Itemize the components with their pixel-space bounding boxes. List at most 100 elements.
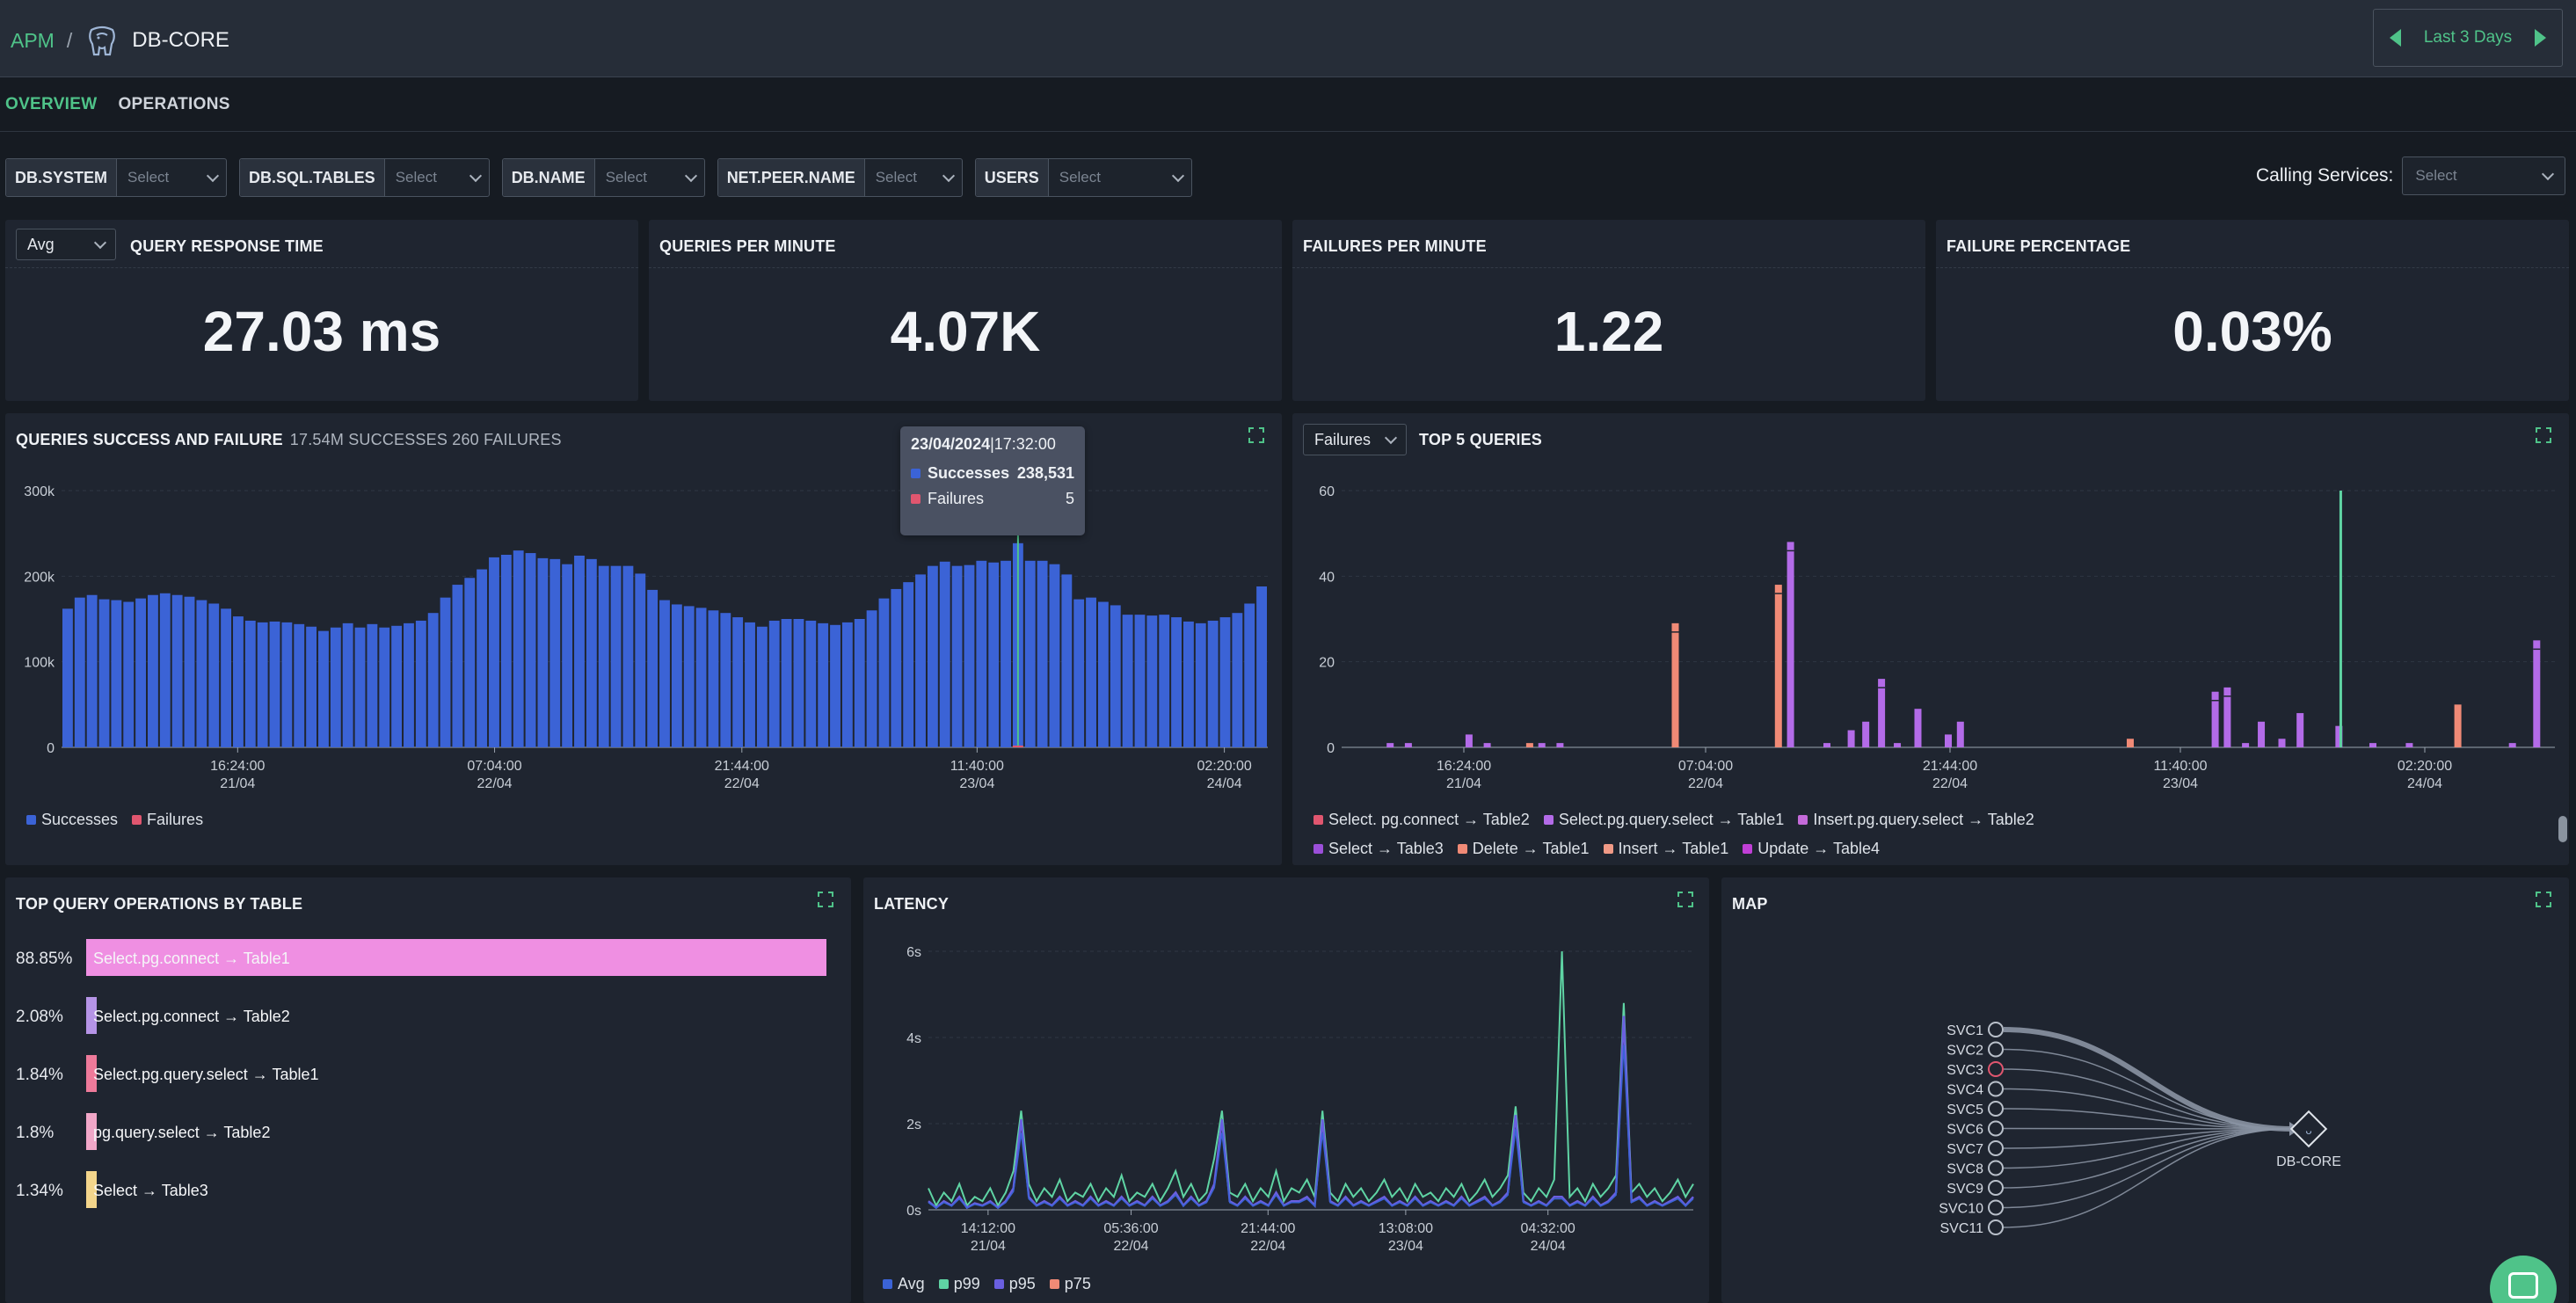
query-bar — [1786, 542, 1794, 747]
legend-item[interactable]: Select → Table3 — [1313, 840, 1444, 858]
row-label: Select → Table3 — [93, 1182, 208, 1199]
latency-chart[interactable]: 0s 2s 4s 6s 14:12:00 21/04 05:36:00 22/04 21:44:… — [863, 928, 1709, 1273]
legend-item-failures[interactable]: Failures — [132, 811, 203, 829]
postgres-elephant-icon — [89, 25, 116, 56]
success-bar — [976, 560, 987, 747]
legend-item[interactable]: Select. pg.connect → Table2 — [1313, 811, 1530, 829]
legend-item-avg[interactable]: Avg — [883, 1275, 925, 1293]
legend-label: Delete → Table1 — [1472, 840, 1590, 857]
service-edge — [2003, 1128, 2294, 1169]
y-tick-label: 100k — [24, 656, 55, 671]
legend-item[interactable]: Update → Table4 — [1743, 840, 1880, 858]
filter-label: DB.SQL.TABLES — [240, 159, 385, 196]
calling-services-select[interactable]: Select — [2402, 157, 2566, 195]
legend-label: Failures — [147, 811, 204, 828]
filter-select[interactable]: Select — [595, 159, 704, 196]
expand-icon[interactable] — [1248, 427, 1264, 443]
filter-net-peer-name[interactable]: NET.PEER.NAME Select — [717, 158, 963, 197]
filter-users[interactable]: USERS Select — [974, 158, 1192, 197]
time-range-picker[interactable]: Last 3 Days — [2373, 9, 2563, 67]
legend-swatch — [1798, 815, 1808, 825]
success-bar — [841, 622, 853, 747]
legend-item-p95[interactable]: p95 — [993, 1275, 1036, 1293]
expand-icon[interactable] — [818, 892, 833, 907]
query-bar — [2211, 691, 2219, 747]
legend-label: Select → Table3 — [1328, 840, 1444, 857]
filter-select[interactable]: Select — [385, 159, 489, 196]
success-bar — [257, 622, 268, 747]
legend-item-p99[interactable]: p99 — [938, 1275, 980, 1293]
filter-select[interactable]: Select — [1049, 159, 1191, 196]
breadcrumb-apm-link[interactable]: APM — [11, 28, 55, 52]
success-bar — [135, 598, 147, 747]
filter-label: DB.SYSTEM — [6, 159, 118, 196]
list-item[interactable]: 1.8% pg.query.select → Table2 — [5, 1113, 849, 1152]
list-item[interactable]: 1.34% Select → Table3 — [5, 1171, 849, 1210]
legend-item[interactable]: Delete → Table1 — [1457, 840, 1590, 858]
metric-select[interactable]: Failures — [1303, 424, 1407, 455]
kpi-value: 4.07K — [890, 300, 1041, 363]
success-bar — [720, 613, 731, 747]
time-range-label[interactable]: Last 3 Days — [2423, 28, 2513, 47]
legend-item-p75[interactable]: p75 — [1049, 1275, 1091, 1293]
legend-item-successes[interactable]: Successes — [26, 811, 118, 829]
kpi-queries-per-minute: QUERIES PER MINUTE 4.07K — [649, 220, 1282, 401]
expand-icon[interactable] — [2536, 427, 2551, 443]
tab-overview[interactable]: OVERVIEW — [5, 94, 98, 113]
tooltip-row-failures: Failures 5 — [911, 490, 1074, 508]
expand-icon[interactable] — [2536, 892, 2551, 907]
success-bar — [1086, 597, 1096, 747]
tab-operations[interactable]: OPERATIONS — [118, 94, 230, 113]
x-tick-label: 21/04 — [220, 776, 255, 791]
filter-bar: DB.SYSTEM Select DB.SQL.TABLES Select DB… — [5, 158, 1192, 197]
filter-select[interactable]: Select — [117, 159, 226, 196]
query-bar — [1556, 743, 1564, 747]
chat-launcher-button[interactable] — [2490, 1256, 2557, 1303]
legend-scrollbar[interactable] — [2558, 816, 2567, 842]
query-bar — [1404, 743, 1412, 747]
top-5-queries-chart[interactable]: 0 20 40 60 16:24:00 21/04 07:04:00 22/04 21:44:0… — [1292, 466, 2569, 809]
row-percentage: 2.08% — [16, 1008, 63, 1026]
expand-icon[interactable] — [1677, 892, 1693, 907]
success-bar — [683, 606, 695, 747]
next-range-icon[interactable] — [2534, 29, 2546, 47]
x-tick-label: 07:04:00 — [467, 759, 521, 774]
success-bar — [562, 564, 573, 747]
filter-db-name[interactable]: DB.NAME Select — [501, 158, 705, 197]
legend-item[interactable]: Select.pg.query.select → Table1 — [1543, 811, 1784, 829]
success-bar — [781, 619, 792, 747]
x-tick-label: 02:20:00 — [1197, 759, 1251, 774]
filter-select[interactable]: Select — [865, 159, 962, 196]
chevron-down-icon — [93, 236, 107, 249]
success-bar — [635, 573, 646, 747]
chat-icon[interactable] — [2508, 1272, 2538, 1299]
query-bar — [2296, 713, 2304, 747]
tooltip-header: 23/04/2024|17:32:00 — [911, 435, 1074, 454]
service-map[interactable]: SVC1 SVC2 SVC3 SVC4 SVC5 SVC6 SVC7 SVC8 SVC9 SVC1… — [1721, 921, 2569, 1299]
legend-item[interactable]: Insert → Table1 — [1603, 840, 1728, 858]
list-item[interactable]: 2.08% Select.pg.connect → Table2 — [5, 997, 849, 1036]
aggregate-select[interactable]: Avg — [16, 229, 116, 260]
legend-swatch — [1543, 815, 1554, 825]
x-tick-label: 23/04 — [2163, 776, 2198, 791]
divider — [5, 267, 638, 268]
filter-db-sql-tables[interactable]: DB.SQL.TABLES Select — [239, 158, 490, 197]
list-item[interactable]: 1.84% Select.pg.query.select → Table1 — [5, 1055, 849, 1094]
kpi-value: 0.03% — [2172, 300, 2332, 363]
success-bar — [269, 621, 280, 747]
success-failure-chart[interactable]: 0 100k 200k 300k 16:24:00 21/04 07:04:00 22/04 2… — [5, 466, 1282, 809]
legend-swatch — [26, 815, 36, 825]
metric-value: Failures — [1314, 430, 1372, 448]
success-bar — [1110, 605, 1121, 747]
list-item[interactable]: 88.85% Select.pg.connect → Table1 — [5, 939, 849, 978]
success-bar — [62, 608, 73, 747]
panel-title: LATENCY — [874, 895, 950, 913]
success-bar — [988, 562, 1000, 747]
legend-label: Update → Table4 — [1757, 840, 1881, 857]
legend-item[interactable]: Insert.pg.query.select → Table2 — [1798, 811, 2034, 829]
filter-db-system[interactable]: DB.SYSTEM Select — [5, 158, 228, 197]
service-node — [1988, 1140, 2004, 1156]
aggregate-value: Avg — [27, 235, 55, 253]
prev-range-icon[interactable] — [2390, 29, 2401, 47]
chart-legend: Avg p99 p95 p75 — [883, 1275, 1091, 1293]
